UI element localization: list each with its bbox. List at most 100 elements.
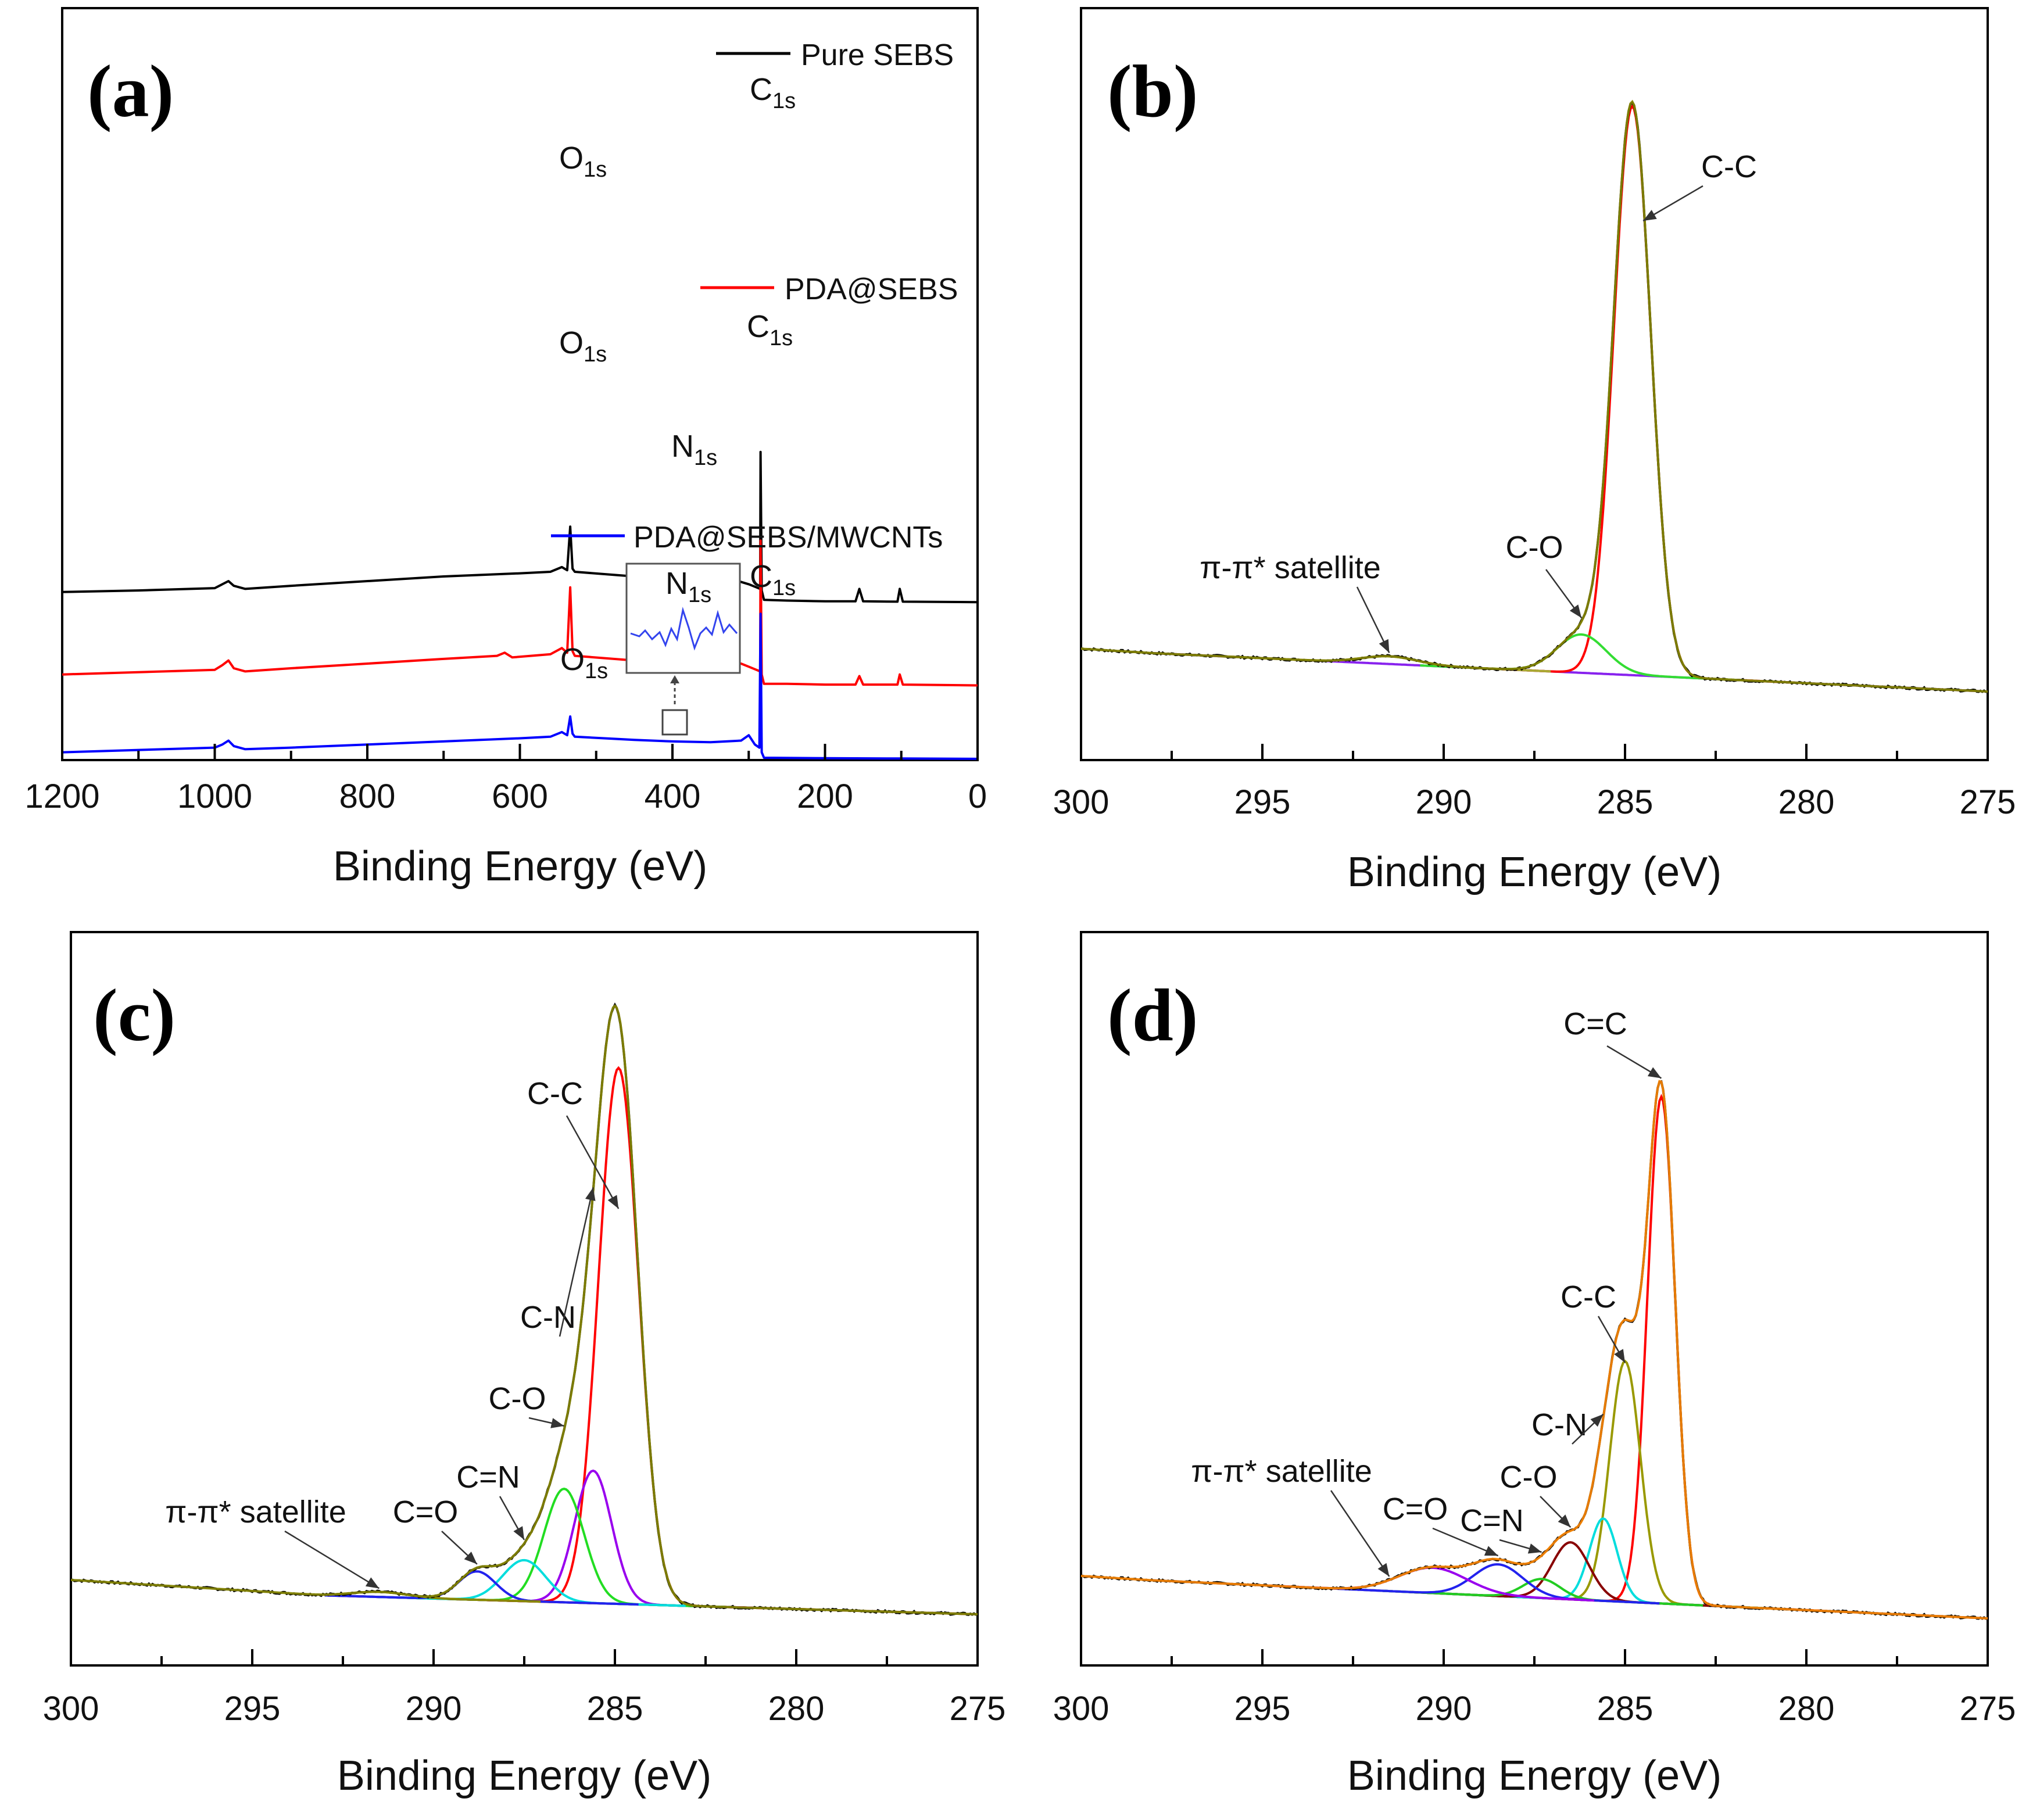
annotation-c-o: C=O — [393, 1495, 459, 1529]
x-tick-label: 300 — [1053, 1690, 1110, 1728]
legend-pda-sebs-mwcnts: PDA@SEBS/MWCNTs — [634, 521, 943, 554]
panel-c-label: (c) — [93, 974, 176, 1056]
x-tick-label: 275 — [950, 1690, 1006, 1728]
annotation-arrowhead — [1569, 604, 1582, 618]
panel-d-frame — [1080, 931, 1989, 1667]
annotation-c-n: C-N — [1531, 1407, 1587, 1442]
a-o1s-mwcnt: O1s — [560, 642, 608, 683]
peak-c-c — [1499, 1094, 1823, 1613]
series-pda-sebs-mwcnts — [62, 612, 978, 760]
annotation-c-o: C-O — [489, 1381, 546, 1416]
annotation-arrowhead — [1379, 639, 1390, 653]
annotation-c-n: C-N — [520, 1300, 576, 1335]
x-tick-label: 285 — [587, 1690, 643, 1728]
annotation-arrow — [559, 1187, 594, 1337]
panel-c-frame — [70, 931, 979, 1667]
a-n1s-inset: N1s — [665, 566, 711, 607]
panel-c: 300 295 290 285 280 275 (c) Binding Energy (e… — [43, 931, 1006, 1799]
annotation-arrowhead — [1527, 1543, 1542, 1554]
x-tick-label: 280 — [1778, 783, 1835, 821]
peak-c-c — [457, 1066, 780, 1610]
panel-b-ticks: 300 295 290 285 280 275 — [1053, 744, 2016, 821]
fit-envelope — [1080, 1080, 1988, 1620]
annotation-c-c: C-C — [1561, 1280, 1616, 1314]
x-tick-label: 285 — [1597, 1690, 1654, 1728]
a-o1s-pure: O1s — [559, 141, 607, 182]
peak-c-o — [324, 1570, 639, 1606]
peak-c-c — [1470, 104, 1794, 684]
panel-d-label: (d) — [1107, 974, 1198, 1056]
a-c1s-mwcnt: C1s — [750, 559, 796, 600]
panel-d-xlabel: Binding Energy (eV) — [1347, 1753, 1722, 1799]
a-inset-box — [625, 563, 741, 674]
raw-spectrum — [1081, 101, 1988, 693]
x-tick-label: 200 — [797, 778, 853, 815]
annotation-arrowhead — [585, 1187, 596, 1201]
annotation-arrowhead — [513, 1526, 524, 1540]
annotation-c-o: C-O — [1506, 530, 1563, 565]
x-tick-label: 0 — [968, 778, 987, 815]
annotation-c-c: C-C — [527, 1076, 583, 1111]
annotation-arrowhead — [607, 1195, 619, 1209]
panel-c-annotations: C-C C-N C-O C=NC=O π-π* satellite — [165, 1076, 620, 1589]
annotation-satellite: π-π* satellite — [165, 1495, 346, 1529]
panel-b-frame — [1080, 7, 1989, 761]
x-tick-label: 300 — [1053, 783, 1110, 821]
annotation-satellite: π-π* satellite — [1191, 1454, 1372, 1489]
x-tick-label: 800 — [339, 778, 396, 815]
x-tick-label: 295 — [224, 1690, 281, 1728]
fit-envelope — [70, 1004, 978, 1615]
peak-satellite — [1271, 1566, 1595, 1602]
a-o1s-pda: O1s — [559, 325, 607, 367]
fit-envelope — [1080, 99, 1988, 693]
a-c1s-pda: C1s — [747, 309, 793, 350]
panel-b-annotations: C-C C-O π-π* satellite — [1200, 149, 1757, 654]
legend-pure-sebs: Pure SEBS — [801, 38, 954, 72]
peak-c-o — [1336, 1563, 1660, 1605]
annotation-arrowhead — [1558, 1514, 1571, 1528]
panel-d: 300 295 290 285 280 275 (d) Binding Energy (e… — [1053, 931, 2016, 1799]
series-pda-sebs — [62, 539, 978, 687]
annotation-arrowhead — [550, 1418, 564, 1428]
panel-a-frame — [61, 7, 979, 761]
panel-b-label: (b) — [1107, 50, 1198, 132]
annotation-satellite: π-π* satellite — [1200, 550, 1381, 585]
a-c1s-pure: C1s — [750, 72, 796, 113]
panel-a-ticks: 1200 1000 800 600 400 200 0 — [24, 744, 987, 815]
x-tick-label: 1200 — [24, 778, 99, 815]
panel-c-ticks: 300 295 290 285 280 275 — [43, 1649, 1006, 1728]
annotation-arrowhead — [464, 1552, 477, 1564]
x-tick-label: 290 — [406, 1690, 462, 1728]
panel-a: 1200 1000 800 600 400 200 0 (a) Binding Energy… — [24, 7, 987, 890]
panel-d-curves — [1080, 1080, 1988, 1620]
x-tick-label: 600 — [492, 778, 548, 815]
annotation-arrowhead — [365, 1577, 380, 1589]
x-tick-label: 275 — [1960, 1690, 2016, 1728]
x-tick-label: 290 — [1416, 783, 1472, 821]
annotation-arrow — [566, 1115, 620, 1209]
a-n1s-pda: N1s — [671, 429, 717, 470]
annotation-arrowhead — [1484, 1546, 1498, 1556]
panel-a-label: (a) — [87, 50, 174, 132]
annotation-c-c: C=C — [1563, 1006, 1627, 1041]
panel-c-curves — [70, 1002, 978, 1616]
panel-d-annotations: C=C C-C C-N C-O C=N C=O π-π* satellite — [1191, 1006, 1662, 1577]
annotation-arrowhead — [1590, 1414, 1604, 1427]
panel-b: 300 295 290 285 280 275 (b) Binding Energy (e… — [1053, 7, 2016, 895]
annotation-c-o: C-O — [1500, 1460, 1558, 1495]
x-tick-label: 280 — [1778, 1690, 1835, 1728]
x-tick-label: 1000 — [177, 778, 252, 815]
x-tick-label: 275 — [1960, 783, 2016, 821]
x-tick-label: 285 — [1597, 783, 1654, 821]
annotation-c-o: C=O — [1383, 1492, 1448, 1527]
panel-b-curves — [1080, 99, 1988, 693]
annotation-arrowhead — [1643, 210, 1657, 221]
panel-a-xlabel: Binding Energy (eV) — [333, 843, 707, 890]
a-inset-pointer-head — [670, 675, 679, 683]
panel-b-xlabel: Binding Energy (eV) — [1347, 849, 1722, 895]
panel-d-ticks: 300 295 290 285 280 275 — [1053, 1649, 2016, 1728]
x-tick-label: 295 — [1234, 1690, 1291, 1728]
annotation-c-n: C=N — [1460, 1503, 1524, 1538]
annotation-c-c: C-C — [1701, 149, 1757, 184]
